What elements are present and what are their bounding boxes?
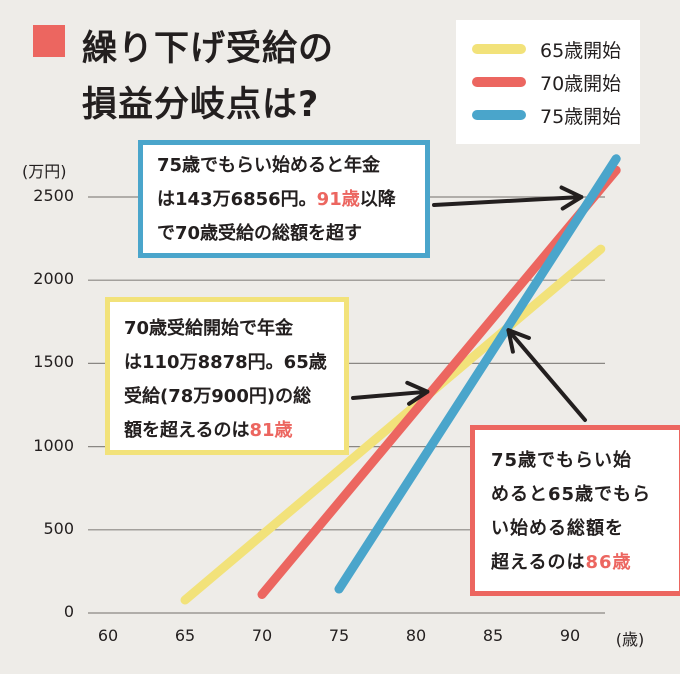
x-tick-label: 80 <box>405 626 427 645</box>
annotation-text: 70歳受給開始で年金 <box>124 318 294 339</box>
annotation-text: めると65歳でもら <box>491 484 652 505</box>
annotation-text: で70歳受給の総額を超す <box>157 223 363 244</box>
annotation-red: 75歳でもらい始 めると65歳でもら い始める総額を 超えるのは86歳 <box>470 425 680 596</box>
y-tick-label: 0 <box>63 602 74 621</box>
series-line-75歳開始 <box>334 154 621 594</box>
annotation-text: 75歳でもらい始めると年金 <box>157 155 381 176</box>
annotation-text: い始める総額を <box>491 518 624 539</box>
annotation-highlight: 81歳 <box>249 420 293 441</box>
x-tick-label: 70 <box>251 626 273 645</box>
annotation-arrow-yellow <box>351 380 430 406</box>
annotation-highlight: 91歳 <box>316 189 360 210</box>
y-tick-label: 2500 <box>33 186 74 205</box>
x-axis-unit: (歳) <box>615 630 645 649</box>
legend-item-75: 75歳開始 <box>472 100 621 130</box>
annotation-text: 額を超えるのは <box>124 420 250 441</box>
y-tick-label: 2000 <box>33 269 74 289</box>
annotation-blue: 75歳でもらい始めると年金 は143万6856円。91歳以降 で70歳受給の総額… <box>138 140 430 258</box>
legend-item-70: 70歳開始 <box>472 67 621 97</box>
annotation-text: は143万6856円。 <box>157 189 317 210</box>
annotation-text: 受給(78万900円)の総 <box>124 386 312 407</box>
x-tick-label: 85 <box>482 626 504 645</box>
legend-label: 70歳開始 <box>540 72 622 95</box>
title-marker <box>33 25 65 57</box>
annotation-text: 超えるのは <box>491 552 586 573</box>
legend-swatch <box>472 77 526 87</box>
chart-title-line2: 損益分岐点は? <box>82 85 320 125</box>
legend-item-65: 65歳開始 <box>472 34 621 64</box>
y-axis-unit: (万円) <box>22 162 67 181</box>
x-tick-label: 75 <box>328 626 350 645</box>
legend: 65歳開始 70歳開始 75歳開始 <box>456 20 640 144</box>
series-line-70歳開始 <box>257 165 621 600</box>
y-tick-label: 1500 <box>33 352 74 372</box>
annotation-arrow-blue <box>432 185 584 211</box>
annotation-text: は110万8878円。65歳 <box>124 352 327 373</box>
annotation-text: 以降 <box>359 189 396 210</box>
x-tick-label: 90 <box>559 626 581 645</box>
legend-swatch <box>472 44 526 54</box>
annotation-yellow: 70歳受給開始で年金 は110万8878円。65歳 受給(78万900円)の総 … <box>105 297 349 455</box>
legend-label: 65歳開始 <box>540 39 622 62</box>
y-tick-label: 500 <box>43 518 74 538</box>
annotation-text: 75歳でもらい始 <box>491 450 633 471</box>
legend-label: 75歳開始 <box>540 105 622 128</box>
annotation-highlight: 86歳 <box>585 552 632 573</box>
x-tick-label: 65 <box>174 626 196 645</box>
legend-swatch <box>472 110 526 120</box>
x-tick-label: 60 <box>97 626 119 645</box>
annotation-arrow-red <box>506 328 587 422</box>
chart-title-line1: 繰り下げ受給の <box>82 29 335 69</box>
series-line-65歳開始 <box>180 244 606 605</box>
y-tick-label: 1000 <box>33 435 74 455</box>
